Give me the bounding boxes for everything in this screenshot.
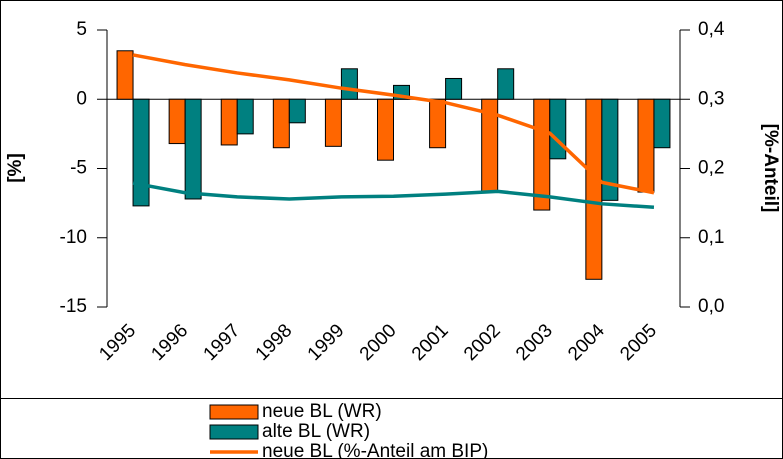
y2-tick-label: 0,3 xyxy=(698,88,724,109)
bar xyxy=(601,98,619,201)
bar xyxy=(377,98,394,161)
bar xyxy=(236,98,254,135)
bar xyxy=(445,77,463,100)
line-series xyxy=(132,181,655,210)
legend-swatch xyxy=(209,424,259,440)
bar xyxy=(220,98,238,146)
y2-tick-label: 0,2 xyxy=(698,158,724,179)
legend-label: alte BL (WR) xyxy=(262,421,370,442)
bar xyxy=(184,98,202,200)
y2-axis-title: [%-Anteil] xyxy=(760,124,781,213)
bar xyxy=(533,98,551,211)
bar xyxy=(168,98,186,145)
y-tick-label: 0 xyxy=(76,88,87,109)
legend-swatch xyxy=(209,404,259,420)
y2-tick-label: 0,4 xyxy=(698,19,725,40)
y-tick-label: -10 xyxy=(60,227,87,248)
y-tick-label: -15 xyxy=(60,296,87,317)
bar xyxy=(340,68,358,100)
line-series xyxy=(132,53,655,195)
bar xyxy=(653,98,671,149)
y2-tick-label: 0,1 xyxy=(698,227,724,248)
y-axis-title: [%] xyxy=(5,153,26,183)
y2-tick-label: 0,0 xyxy=(698,296,724,317)
bar xyxy=(549,98,567,160)
legend-label: neue BL (%-Anteil am BIP) xyxy=(262,441,488,459)
bar xyxy=(429,98,447,149)
y-tick-label: 5 xyxy=(76,19,87,40)
bar xyxy=(637,98,655,193)
bar xyxy=(497,68,515,100)
y-tick-label: -5 xyxy=(70,158,87,179)
legend-label: neue BL (WR) xyxy=(262,401,382,422)
bar xyxy=(272,98,290,149)
bar xyxy=(132,98,150,207)
bar xyxy=(324,98,342,147)
bar xyxy=(585,98,603,280)
bar xyxy=(288,98,306,124)
bar xyxy=(116,50,134,100)
